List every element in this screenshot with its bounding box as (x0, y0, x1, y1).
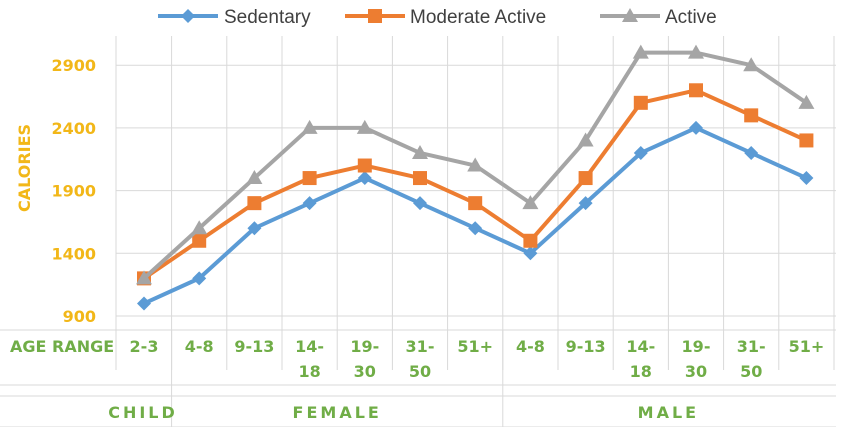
y-tick-label: 2400 (51, 119, 96, 138)
x-tick-label: 19- (350, 337, 379, 356)
data-point (191, 220, 208, 235)
legend-label: Sedentary (224, 7, 311, 28)
legend-marker (181, 9, 195, 23)
series-moderate-active (137, 83, 814, 286)
data-point (192, 271, 207, 286)
data-point (357, 171, 372, 186)
data-point (688, 44, 704, 59)
data-point (247, 196, 262, 211)
data-point (798, 94, 815, 109)
series-layer (136, 44, 815, 311)
y-tick-label: 1900 (51, 182, 96, 201)
data-point (301, 119, 318, 134)
data-point (413, 196, 427, 211)
data-point (632, 44, 649, 59)
data-point (356, 119, 373, 134)
x-axis-label: AGE RANGE (10, 337, 114, 356)
data-point (412, 144, 428, 159)
x-tick-labels: 2-3 4-8 9-13 14- 18 19- 30 31- 50 51+ 4-8 9-13 14- 18… (130, 337, 825, 381)
x-tick-label: 2-3 (130, 337, 159, 356)
y-tick-label: 1400 (51, 244, 96, 263)
data-point (247, 221, 262, 236)
legend: Sedentary Moderate Active Active (158, 7, 717, 28)
data-point (744, 145, 759, 160)
x-tick-label: 18 (630, 362, 652, 381)
x-tick-label: 31- (406, 337, 435, 356)
data-point (136, 270, 152, 285)
data-point (468, 196, 483, 211)
legend-label: Active (665, 7, 717, 28)
series-line (143, 125, 808, 306)
y-tick-label: 900 (63, 307, 96, 326)
group-label: CHILD (108, 403, 178, 422)
data-point (744, 108, 759, 123)
y-tick-label: 2900 (51, 56, 96, 75)
data-point (578, 196, 593, 211)
series-sedentary (137, 120, 814, 311)
legend-item: Moderate Active (345, 7, 546, 28)
group-label: MALE (638, 403, 699, 422)
x-tick-label: 50 (409, 362, 431, 381)
data-point (467, 157, 484, 172)
x-tick-label: 14- (295, 337, 324, 356)
data-point (413, 171, 427, 186)
series-line (142, 88, 808, 281)
data-point (799, 133, 814, 148)
data-point (578, 171, 593, 186)
legend-marker (368, 9, 382, 23)
legend-marker (622, 8, 638, 22)
data-point (689, 83, 703, 98)
data-point (246, 170, 263, 185)
x-tick-label: 30 (354, 362, 376, 381)
legend-item: Sedentary (158, 7, 311, 28)
data-point (192, 233, 207, 248)
x-tick-label: 4-8 (185, 337, 214, 356)
data-point (468, 221, 483, 236)
x-tick-label: 4-8 (516, 337, 545, 356)
data-point (799, 171, 814, 186)
x-tick-label: 9-13 (234, 337, 274, 356)
data-point (633, 145, 648, 160)
data-point (743, 57, 760, 72)
x-tick-label: 31- (737, 337, 766, 356)
data-point (357, 158, 372, 173)
x-tick-label: 51+ (789, 337, 825, 356)
data-point (577, 132, 594, 147)
x-tick-label: 30 (685, 362, 707, 381)
data-point (302, 171, 317, 186)
y-axis-label: CALORIES (15, 124, 34, 212)
legend-item: Active (600, 7, 717, 28)
legend-label: Moderate Active (410, 7, 546, 28)
x-tick-label: 51+ (457, 337, 493, 356)
data-point (633, 95, 648, 110)
data-point (137, 296, 151, 311)
data-point (302, 196, 317, 211)
data-point (523, 246, 538, 261)
grid-lines (0, 36, 836, 427)
x-tick-label: 9-13 (566, 337, 606, 356)
x-tick-label: 19- (682, 337, 711, 356)
series-active (136, 44, 815, 285)
data-point (689, 120, 703, 135)
group-label: FEMALE (293, 403, 382, 422)
x-tick-label: 18 (298, 362, 320, 381)
y-tick-labels: 900 1400 1900 2400 2900 (51, 56, 96, 326)
x-tick-label: 14- (626, 337, 655, 356)
data-point (523, 233, 538, 248)
x-tick-label: 50 (740, 362, 762, 381)
group-labels: CHILD FEMALE MALE (108, 403, 699, 422)
data-point (522, 195, 539, 210)
